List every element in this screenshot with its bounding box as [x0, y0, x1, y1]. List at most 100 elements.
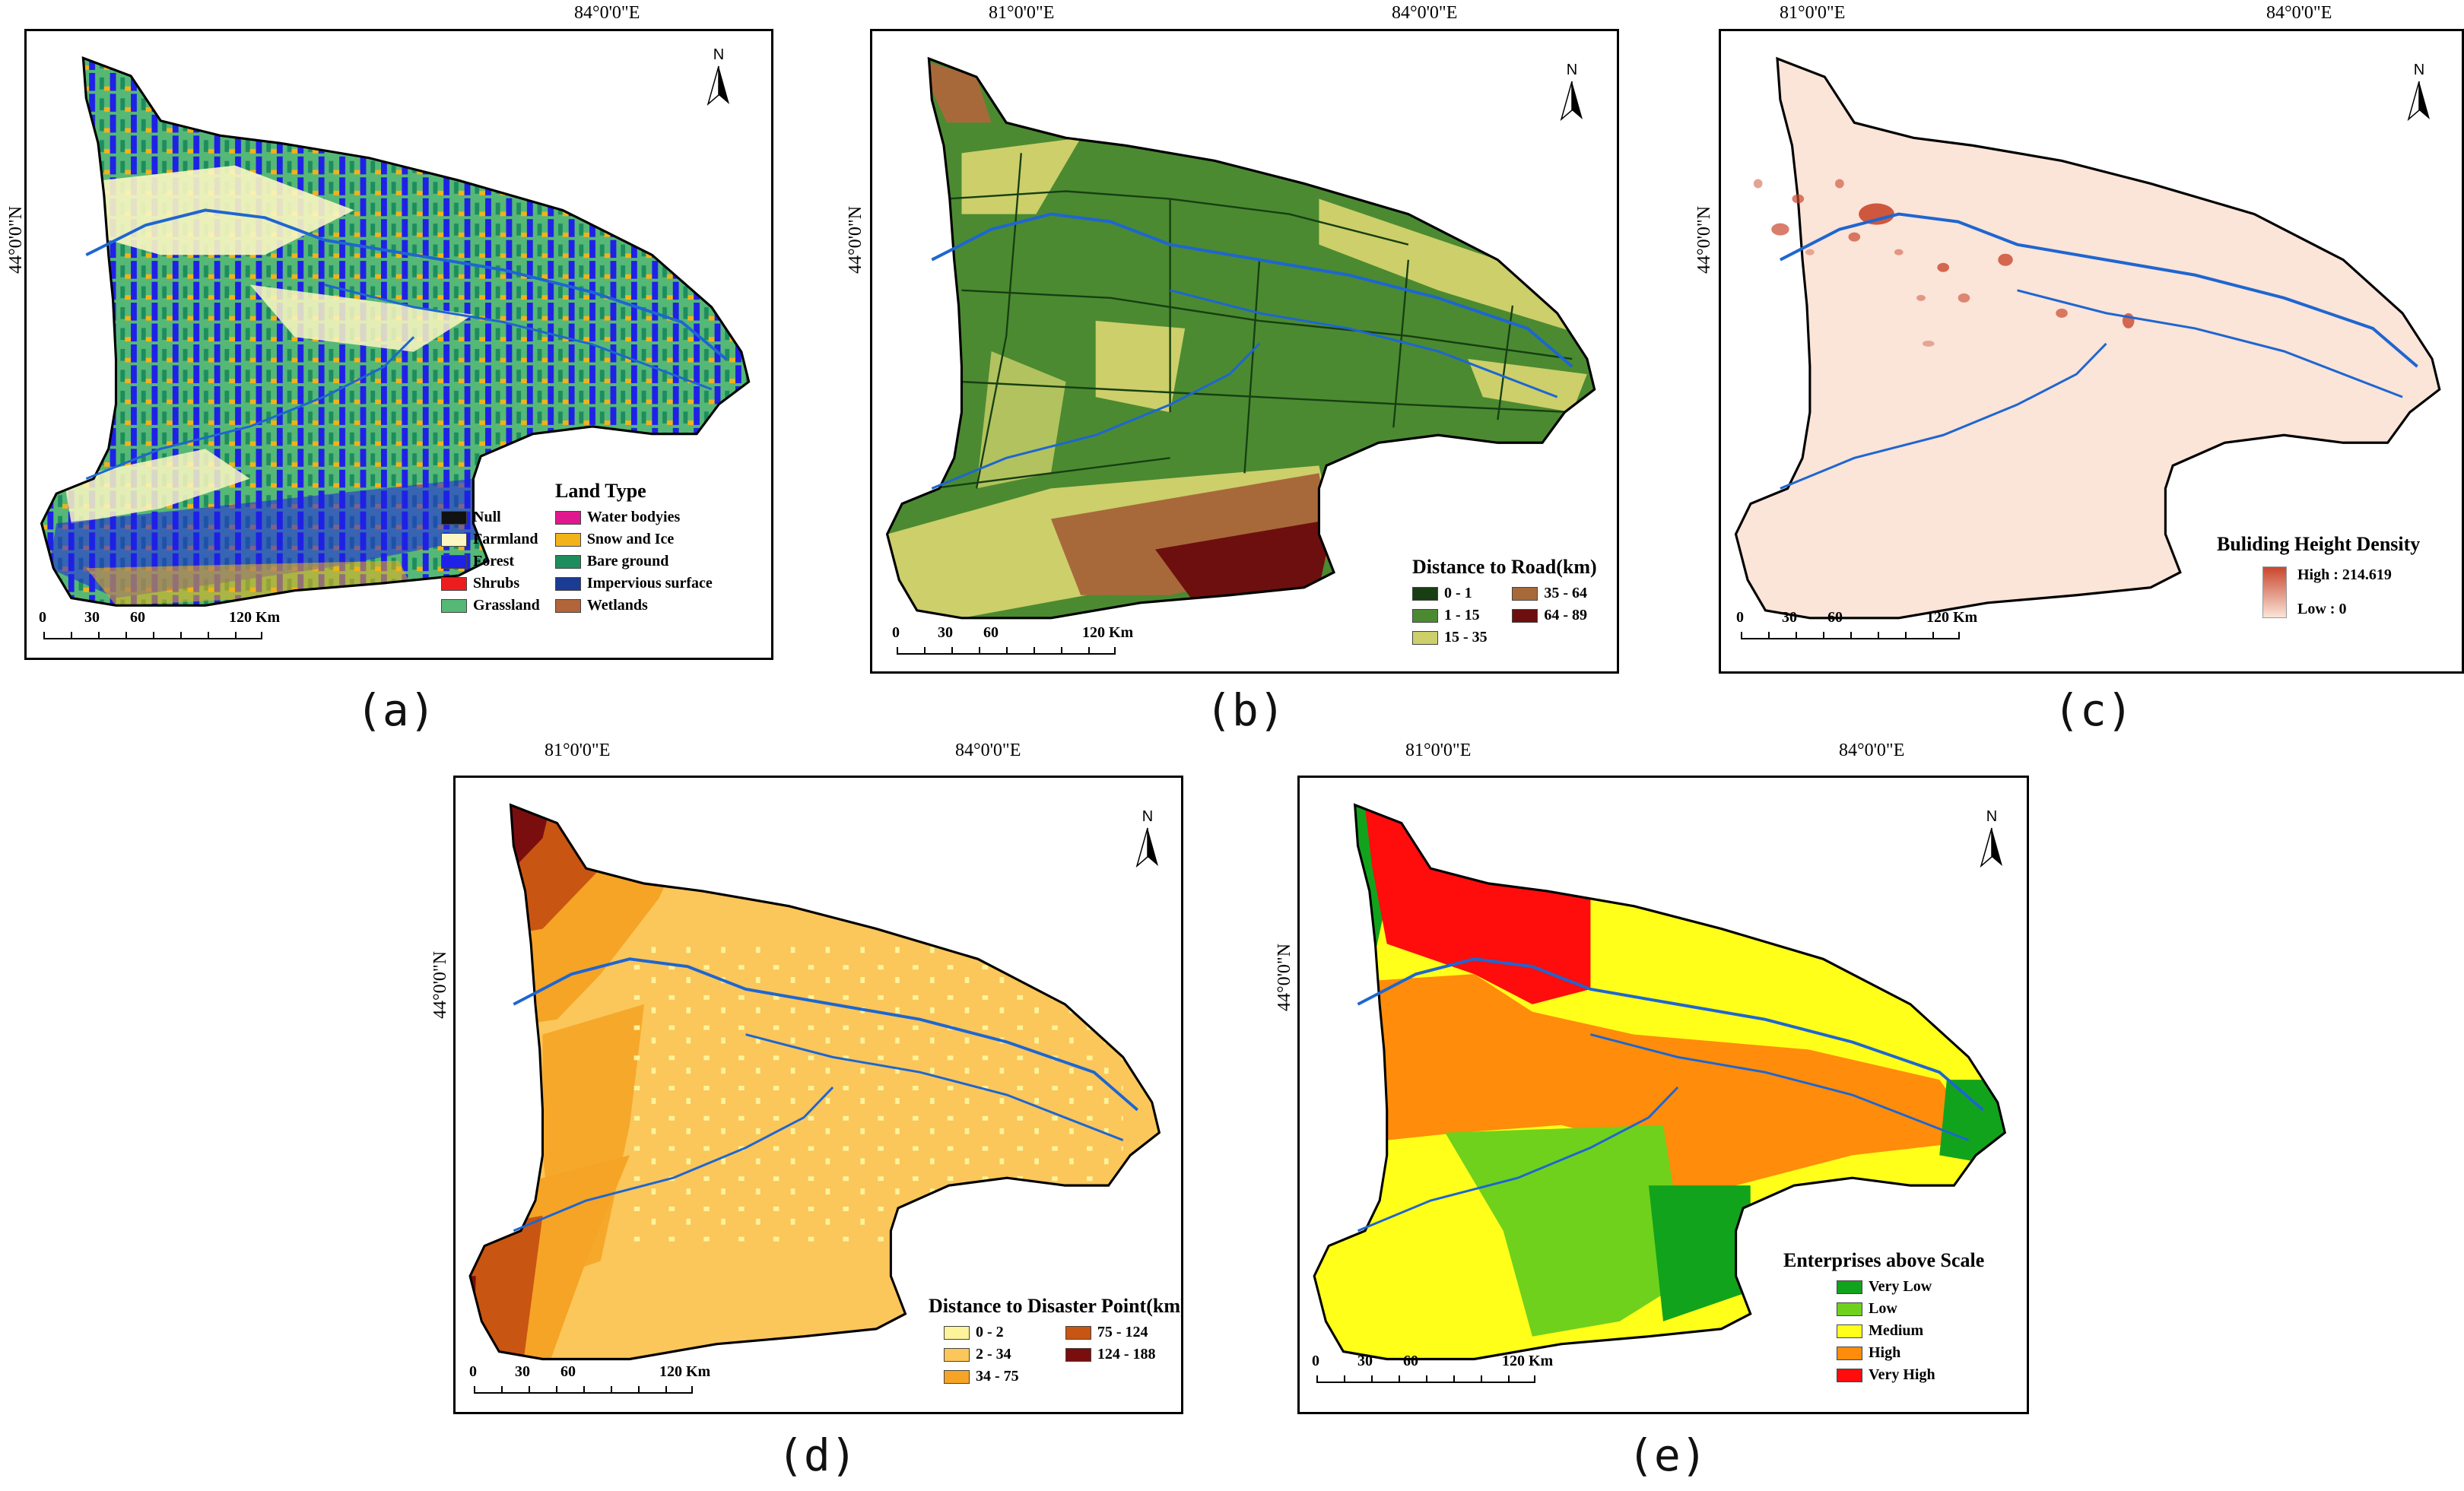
legend-distance-road: Distance to Road(km) 0 - 1 35 - 64 1 - 1… — [1412, 556, 1597, 646]
legend-swatch — [1837, 1280, 1862, 1294]
legend-swatch — [1065, 1347, 1091, 1362]
distance-to-road-map — [885, 57, 1596, 620]
legend-swatch — [944, 1325, 970, 1340]
farmland-area — [249, 284, 474, 352]
legend-title: Distance to Road(km) — [1412, 556, 1597, 578]
legend-swatch — [944, 1347, 970, 1362]
river — [1170, 289, 1558, 398]
lat-label: 44°0'0"N — [1275, 943, 1294, 1011]
scale-bar: 0 30 60 120 Km — [469, 1363, 710, 1409]
legend-item: 15 - 35 — [1412, 629, 1497, 646]
legend-item: High — [1837, 1344, 1984, 1362]
enterprises-above-scale-map — [1313, 804, 2006, 1361]
legend-swatch — [441, 510, 467, 525]
legend-swatch — [554, 510, 581, 525]
legend-item: 0 - 1 — [1412, 585, 1497, 602]
road-distance-zone — [1095, 320, 1186, 413]
enterprise-zone — [1445, 1125, 1693, 1337]
legend-item: 64 - 89 — [1512, 607, 1596, 624]
road-network — [932, 153, 1573, 490]
north-label: N — [1566, 62, 1578, 78]
lat-label: 44°0'0"N — [846, 205, 865, 274]
river — [324, 284, 713, 391]
north-arrow: N — [696, 46, 741, 115]
scale-bar: 0 30 60 120 Km — [39, 609, 280, 655]
legend-item: 0 - 2 — [944, 1324, 1050, 1341]
lat-label: 44°0'0"N — [430, 950, 450, 1019]
road-distance-zone — [1155, 519, 1334, 611]
river — [1357, 1087, 1679, 1232]
legend-item: Very Low — [1837, 1278, 1984, 1296]
legend-item: 2 - 34 — [944, 1346, 1050, 1363]
map-panel-e: N Enterprises above Scale Very Low Low M… — [1297, 776, 2029, 1414]
legend-swatch — [1512, 586, 1538, 601]
north-arrow-icon — [706, 65, 729, 106]
legend-swatch — [441, 532, 467, 547]
legend-item: 124 - 188 — [1065, 1346, 1181, 1363]
legend-item: Impervious surface — [554, 575, 713, 592]
north-arrow-icon — [1560, 81, 1583, 122]
river — [1357, 957, 1984, 1112]
north-label: N — [2413, 62, 2425, 78]
road-distance-zone — [961, 138, 1081, 214]
legend-item: Low — [1837, 1300, 1984, 1318]
farmland-area — [63, 449, 250, 524]
north-label: N — [1986, 808, 1998, 825]
legend-item: 34 - 75 — [944, 1368, 1050, 1385]
legend-item: Bare ground — [554, 553, 713, 570]
legend-item: Farmland — [441, 531, 540, 548]
legend-item: Shrubs — [441, 575, 540, 592]
road-distance-zone — [1319, 198, 1587, 336]
legend-swatch — [1065, 1325, 1091, 1340]
caption-a: (a) — [356, 684, 436, 736]
legend-enterprises: Enterprises above Scale Very Low Low Med… — [1783, 1249, 1984, 1384]
lon-right-label: 84°0'0"E — [2266, 3, 2332, 23]
legend-high-label: High : 214.619 — [2297, 566, 2392, 583]
distance-to-disaster-map — [468, 804, 1161, 1361]
scale-bar: 0 30 60 120 Km — [1736, 609, 1977, 655]
river — [85, 208, 728, 361]
river — [931, 342, 1261, 490]
north-arrow-icon — [2407, 81, 2430, 122]
legend-swatch — [441, 554, 467, 569]
legend-swatch — [1837, 1368, 1862, 1382]
legend-title: Enterprises above Scale — [1783, 1249, 1985, 1271]
north-arrow-icon — [1980, 827, 2002, 868]
legend-building-density: Buliding Height Density High : 214.619 L… — [2217, 533, 2420, 618]
legend-item: Very High — [1837, 1366, 1984, 1384]
legend-swatch — [944, 1369, 970, 1384]
lat-label: 44°0'0"N — [6, 205, 26, 274]
legend-swatch — [554, 598, 581, 613]
scale-bar: 0 30 60 120 Km — [1312, 1353, 1553, 1398]
river — [745, 1033, 1124, 1141]
river — [931, 212, 1573, 368]
legend-swatch — [1837, 1346, 1862, 1360]
lon-left-label: 81°0'0"E — [1405, 741, 1472, 760]
enterprise-zone — [1648, 1185, 1751, 1321]
lon-left-label: 81°0'0"E — [545, 741, 611, 760]
legend-item: 75 - 124 — [1065, 1324, 1181, 1341]
north-arrow: N — [1125, 808, 1170, 877]
river — [2017, 289, 2403, 398]
legend-title: Distance to Disaster Point(km) — [929, 1295, 1183, 1317]
river — [1590, 1033, 1970, 1141]
lon-left-label: 81°0'0"E — [989, 3, 1055, 23]
land-type-map — [40, 56, 751, 607]
caption-e: (e) — [1627, 1429, 1707, 1481]
density-gradient-ramp — [2262, 566, 2287, 618]
scale-bar: 0 30 60 120 Km — [892, 624, 1133, 670]
road-distance-zone — [916, 59, 992, 123]
legend-swatch — [1512, 608, 1538, 623]
river — [513, 1087, 834, 1232]
north-arrow: N — [1549, 62, 1595, 130]
map-panel-d: N Distance to Disaster Point(km) 0 - 2 7… — [453, 776, 1183, 1414]
lat-label: 44°0'0"N — [1694, 205, 1714, 274]
north-label: N — [1142, 808, 1154, 825]
legend-item: Forest — [441, 553, 540, 570]
lon-right-label: 84°0'0"E — [1839, 741, 1905, 760]
enterprise-zone — [1357, 974, 1983, 1201]
caption-d: (d) — [777, 1429, 857, 1481]
legend-item: Medium — [1837, 1322, 1984, 1340]
density-hotspots — [1753, 179, 2135, 347]
lon-left-label: 81°0'0"E — [1780, 3, 1846, 23]
